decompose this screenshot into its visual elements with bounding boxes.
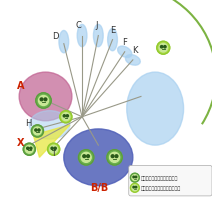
Text: H: H <box>25 118 32 127</box>
Ellipse shape <box>64 129 133 186</box>
Circle shape <box>51 147 53 150</box>
Circle shape <box>111 155 114 158</box>
Text: B/B: B/B <box>90 182 109 192</box>
Ellipse shape <box>29 111 70 139</box>
Ellipse shape <box>19 73 72 121</box>
Text: I: I <box>52 149 54 158</box>
Circle shape <box>115 155 118 158</box>
Text: C: C <box>75 21 81 30</box>
Circle shape <box>133 176 135 178</box>
Circle shape <box>87 155 90 158</box>
Ellipse shape <box>59 31 69 54</box>
Circle shape <box>133 186 135 188</box>
Circle shape <box>78 150 94 165</box>
Circle shape <box>83 155 86 158</box>
Circle shape <box>159 44 168 53</box>
Circle shape <box>44 98 47 101</box>
Circle shape <box>135 186 137 188</box>
Circle shape <box>38 129 40 132</box>
Circle shape <box>33 127 41 135</box>
Circle shape <box>35 129 37 132</box>
Circle shape <box>38 96 49 106</box>
Circle shape <box>81 153 91 163</box>
Circle shape <box>54 147 56 150</box>
Ellipse shape <box>125 55 140 66</box>
Text: ミクロシスチン産生グループ: ミクロシスチン産生グループ <box>141 175 178 180</box>
Circle shape <box>164 46 166 49</box>
Ellipse shape <box>77 25 87 47</box>
Text: K: K <box>132 46 138 55</box>
Circle shape <box>50 145 58 154</box>
Circle shape <box>135 176 137 178</box>
Circle shape <box>132 185 138 191</box>
Circle shape <box>110 153 120 163</box>
Circle shape <box>36 93 51 109</box>
Polygon shape <box>33 125 70 158</box>
Ellipse shape <box>108 29 117 52</box>
Circle shape <box>48 143 60 156</box>
Circle shape <box>31 125 44 137</box>
Text: D: D <box>52 32 59 40</box>
Circle shape <box>23 143 35 156</box>
Circle shape <box>60 111 72 123</box>
Circle shape <box>66 115 69 117</box>
Circle shape <box>132 175 138 181</box>
Ellipse shape <box>93 25 103 47</box>
Text: E: E <box>110 25 115 34</box>
Ellipse shape <box>118 47 132 58</box>
Text: A: A <box>17 81 25 91</box>
Text: X: X <box>17 138 25 147</box>
Circle shape <box>130 173 139 182</box>
Circle shape <box>30 147 32 150</box>
Text: J: J <box>95 21 97 30</box>
Circle shape <box>62 113 70 121</box>
Circle shape <box>40 98 43 101</box>
Circle shape <box>25 145 33 154</box>
FancyBboxPatch shape <box>129 166 212 196</box>
Circle shape <box>157 42 170 55</box>
Text: ミクロシスチン無産生グループ: ミクロシスチン無産生グループ <box>141 185 181 190</box>
Circle shape <box>130 183 139 192</box>
Ellipse shape <box>127 73 184 145</box>
Text: F: F <box>122 38 127 46</box>
Circle shape <box>27 147 29 150</box>
Circle shape <box>63 115 65 117</box>
Circle shape <box>160 46 163 49</box>
Circle shape <box>107 150 122 165</box>
